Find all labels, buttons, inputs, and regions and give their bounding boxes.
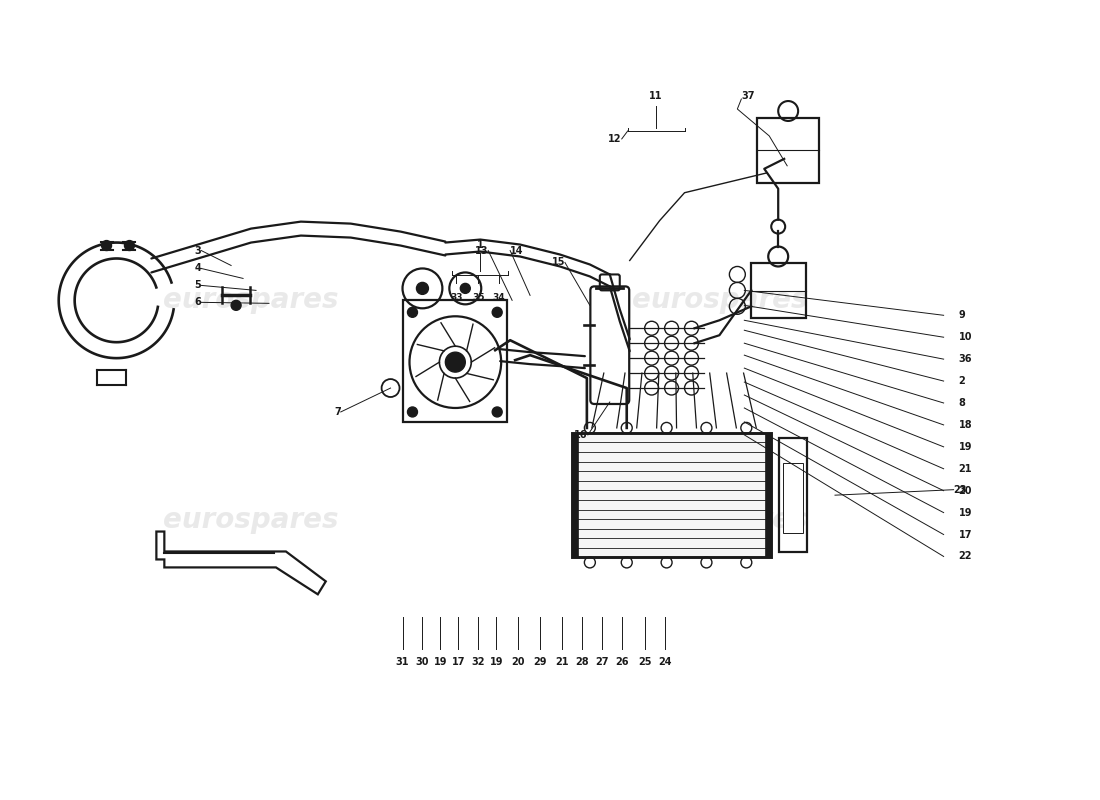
Circle shape bbox=[231, 300, 241, 310]
Text: 22: 22 bbox=[958, 551, 972, 562]
Text: 32: 32 bbox=[472, 657, 485, 667]
Text: 19: 19 bbox=[490, 657, 503, 667]
Text: 25: 25 bbox=[638, 657, 651, 667]
Bar bbox=[572, 433, 771, 558]
Text: 11: 11 bbox=[649, 91, 662, 101]
Text: 14: 14 bbox=[510, 246, 524, 255]
Text: 9: 9 bbox=[958, 310, 966, 320]
Text: 21: 21 bbox=[958, 464, 972, 474]
Text: 6: 6 bbox=[195, 298, 201, 307]
Text: 5: 5 bbox=[195, 280, 201, 290]
Text: 1: 1 bbox=[477, 239, 484, 250]
Text: 20: 20 bbox=[512, 657, 525, 667]
Text: 33: 33 bbox=[450, 294, 463, 302]
Bar bbox=[766, 433, 771, 558]
Text: 20: 20 bbox=[958, 486, 972, 496]
Text: 18: 18 bbox=[958, 420, 972, 430]
Text: 19: 19 bbox=[433, 657, 447, 667]
Circle shape bbox=[460, 283, 471, 294]
Text: 16: 16 bbox=[574, 430, 587, 440]
Text: 34: 34 bbox=[493, 294, 506, 302]
Text: 13: 13 bbox=[475, 246, 488, 255]
Circle shape bbox=[492, 307, 503, 318]
Bar bbox=[779, 438, 807, 553]
Text: 31: 31 bbox=[396, 657, 409, 667]
Text: 23: 23 bbox=[954, 485, 967, 494]
Bar bbox=[783, 462, 803, 533]
Text: 37: 37 bbox=[741, 91, 755, 101]
Text: 17: 17 bbox=[452, 657, 465, 667]
Text: 7: 7 bbox=[334, 407, 341, 417]
Text: 30: 30 bbox=[416, 657, 429, 667]
Text: 12: 12 bbox=[608, 134, 622, 144]
Bar bbox=[751, 263, 806, 318]
Circle shape bbox=[101, 241, 111, 250]
Text: eurospares: eurospares bbox=[631, 506, 807, 534]
Text: 8: 8 bbox=[958, 398, 966, 408]
Text: 10: 10 bbox=[958, 332, 972, 342]
Circle shape bbox=[492, 407, 503, 417]
Text: 21: 21 bbox=[556, 657, 569, 667]
Text: 36: 36 bbox=[958, 354, 972, 364]
Text: eurospares: eurospares bbox=[163, 506, 339, 534]
Text: 28: 28 bbox=[575, 657, 589, 667]
Text: 3: 3 bbox=[195, 246, 201, 255]
Text: 2: 2 bbox=[958, 376, 966, 386]
Circle shape bbox=[407, 307, 418, 318]
Text: eurospares: eurospares bbox=[631, 286, 807, 314]
Text: 27: 27 bbox=[595, 657, 608, 667]
Circle shape bbox=[417, 282, 428, 294]
Bar bbox=[572, 433, 578, 558]
Circle shape bbox=[446, 352, 465, 372]
Text: 29: 29 bbox=[534, 657, 547, 667]
Circle shape bbox=[407, 407, 418, 417]
Text: 35: 35 bbox=[472, 294, 484, 302]
Text: eurospares: eurospares bbox=[163, 286, 339, 314]
Text: 4: 4 bbox=[195, 263, 201, 274]
Text: 19: 19 bbox=[958, 442, 972, 452]
Text: 17: 17 bbox=[958, 530, 972, 539]
Bar bbox=[403, 300, 507, 422]
Text: 19: 19 bbox=[958, 508, 972, 518]
Bar bbox=[757, 118, 820, 182]
Text: 15: 15 bbox=[551, 258, 565, 267]
Text: 24: 24 bbox=[658, 657, 671, 667]
Circle shape bbox=[124, 241, 134, 250]
Text: 26: 26 bbox=[615, 657, 628, 667]
